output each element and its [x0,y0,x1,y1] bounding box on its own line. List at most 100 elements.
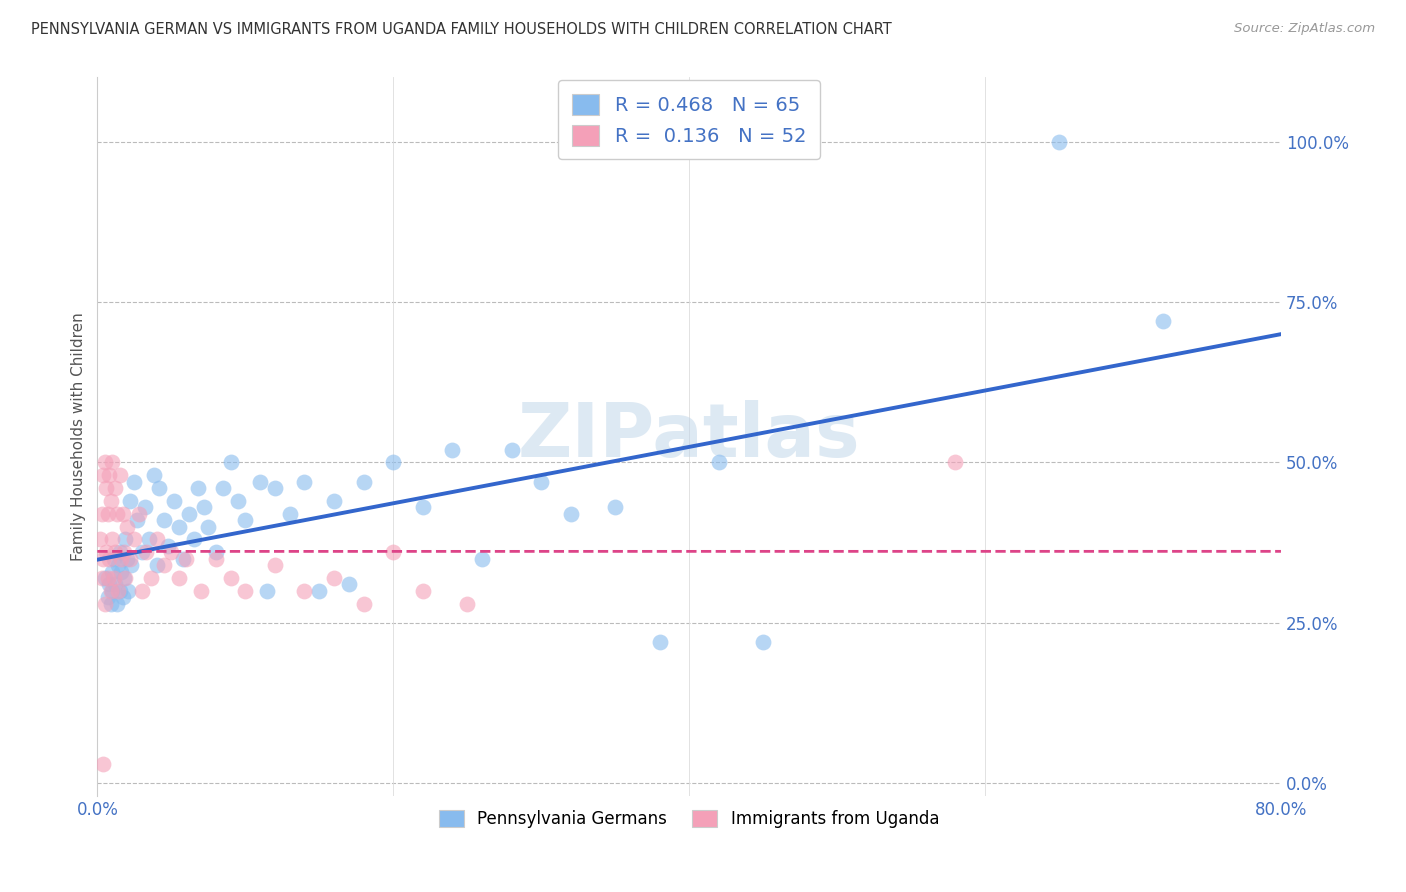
Point [101,583,124,598]
Point [127,513,149,527]
Point [145,558,167,573]
Point [131,583,153,598]
Point [353,475,375,489]
Text: ZIPatlas: ZIPatlas [517,401,860,474]
Point [101,565,124,579]
Point [605,500,627,515]
Point [124,533,146,547]
Point [91,757,114,772]
Point [96,545,118,559]
Point [108,545,131,559]
Point [120,558,142,573]
Point [115,519,138,533]
Point [752,635,775,649]
Point [101,533,124,547]
Point [233,583,256,598]
Point [226,494,249,508]
Point [148,481,170,495]
Point [353,597,375,611]
Point [114,571,136,585]
Point [98,551,121,566]
Point [118,494,141,508]
Point [471,551,494,566]
Point [98,577,121,591]
Point [108,468,131,483]
Point [90,507,112,521]
Point [100,494,122,508]
Point [112,545,135,559]
Point [103,551,125,566]
Point [96,481,118,495]
Point [124,475,146,489]
Point [163,494,186,508]
Point [100,583,122,598]
Point [91,551,114,566]
Point [323,571,346,585]
Point [160,545,183,559]
Point [100,597,122,611]
Point [172,551,194,566]
Point [219,571,242,585]
Point [111,507,134,521]
Point [90,571,112,585]
Point [183,533,205,547]
Point [157,539,180,553]
Point [1152,314,1174,328]
Point [530,475,553,489]
Y-axis label: Family Households with Children: Family Households with Children [72,312,86,561]
Point [212,481,235,495]
Point [190,583,212,598]
Point [197,519,219,533]
Point [264,481,287,495]
Point [97,571,120,585]
Point [94,455,117,469]
Point [249,475,271,489]
Point [104,545,127,559]
Point [118,551,141,566]
Point [105,507,128,521]
Point [153,558,176,573]
Point [264,558,287,573]
Point [105,597,128,611]
Point [648,635,671,649]
Point [308,583,330,598]
Point [456,597,478,611]
Point [97,590,120,604]
Point [104,481,127,495]
Point [945,455,967,469]
Point [108,583,131,598]
Point [278,507,301,521]
Point [323,494,346,508]
Point [441,442,464,457]
Point [98,468,121,483]
Point [707,455,730,469]
Point [107,583,129,598]
Point [110,551,132,566]
Point [115,551,138,566]
Point [167,571,190,585]
Point [103,571,125,585]
Legend: Pennsylvania Germans, Immigrants from Uganda: Pennsylvania Germans, Immigrants from Ug… [433,803,946,835]
Point [97,507,120,521]
Point [89,533,111,547]
Point [134,500,156,515]
Point [135,545,157,559]
Point [382,455,405,469]
Text: PENNSYLVANIA GERMAN VS IMMIGRANTS FROM UGANDA FAMILY HOUSEHOLDS WITH CHILDREN CO: PENNSYLVANIA GERMAN VS IMMIGRANTS FROM U… [31,22,891,37]
Point [104,577,127,591]
Point [382,545,405,559]
Point [117,583,139,598]
Point [167,519,190,533]
Point [139,571,162,585]
Point [111,590,134,604]
Point [560,507,582,521]
Point [204,551,226,566]
Point [153,513,176,527]
Point [412,583,434,598]
Point [131,545,153,559]
Point [138,533,160,547]
Point [294,583,316,598]
Point [110,565,132,579]
Point [501,442,523,457]
Point [94,597,117,611]
